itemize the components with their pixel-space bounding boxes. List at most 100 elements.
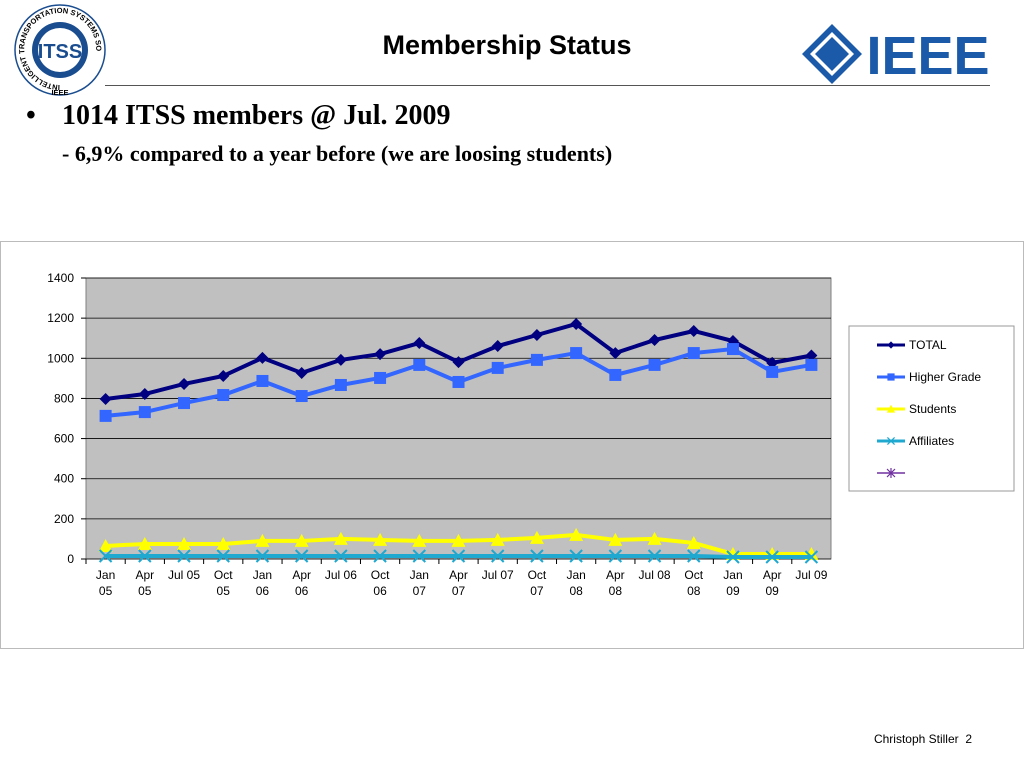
data-point (687, 324, 700, 337)
data-point (491, 361, 504, 374)
data-point (138, 388, 151, 401)
data-point (137, 536, 152, 550)
data-point (177, 549, 191, 563)
data-point (451, 549, 466, 563)
footer: Christoph Stiller 2 (874, 732, 972, 746)
legend-marker (886, 468, 896, 478)
data-point (255, 533, 270, 547)
plot-area (85, 277, 832, 560)
logo-text: ITSS (38, 41, 82, 63)
legend-marker (886, 404, 896, 413)
data-point (294, 533, 309, 547)
x-tick-label: Oct 06 (370, 568, 390, 598)
data-point (647, 549, 662, 563)
data-point (530, 549, 544, 563)
legend-label: Higher Grade (909, 370, 981, 384)
data-point (490, 532, 505, 546)
data-point (648, 358, 661, 371)
data-point (687, 549, 701, 563)
y-tick-label: 1400 (47, 271, 74, 285)
x-tick-label: Oct 07 (527, 568, 547, 598)
y-tick-label: 1000 (47, 351, 74, 365)
x-tick-label: Jan 09 (723, 568, 743, 598)
data-point (491, 340, 504, 353)
data-point (529, 530, 544, 544)
x-tick-label: Apr 08 (605, 568, 625, 598)
data-point (726, 335, 739, 348)
ieee-diamond-core (815, 37, 849, 71)
data-point (687, 347, 700, 360)
data-point (570, 317, 583, 330)
data-point (294, 549, 309, 563)
x-tick-label: Jan 05 (95, 568, 116, 598)
data-point (805, 349, 818, 362)
data-point (530, 329, 543, 342)
bullet: • (26, 100, 36, 131)
data-point (178, 377, 191, 390)
data-point (609, 368, 622, 381)
chart-frame: 0 200 400 600 800 1000 1200 1400 TOTAL Higher Gra… (0, 241, 1024, 649)
x-tick-label: Jul 09 (795, 568, 828, 582)
data-point (99, 409, 112, 422)
x-tick-label: Apr 07 (449, 568, 468, 598)
data-point (98, 549, 113, 563)
data-point (452, 375, 465, 388)
data-point (608, 532, 623, 546)
ieee-text: IEEE (866, 26, 989, 86)
data-point (569, 549, 583, 563)
data-point (334, 549, 348, 563)
data-point (686, 535, 701, 549)
data-point (216, 536, 231, 550)
logo-inner (38, 28, 82, 72)
data-point (373, 549, 387, 563)
data-point (295, 390, 308, 403)
legend-label: Affiliates (909, 434, 954, 448)
data-point (412, 533, 427, 547)
ieee-logo: IEEE (802, 24, 990, 86)
data-point (217, 389, 230, 402)
legend-marker (887, 373, 895, 381)
data-point (805, 358, 818, 371)
page-number: 2 (965, 732, 972, 746)
x-tick-label: Jul 06 (324, 568, 357, 582)
data-point (530, 353, 543, 366)
data-point (570, 347, 583, 360)
data-point (334, 378, 347, 391)
slide-title: Membership Status (382, 30, 632, 60)
data-point (765, 550, 779, 564)
itss-logo: ITSS INTELLIGENT TRANSPORTATION SYSTEMS … (10, 3, 106, 97)
data-point (804, 550, 819, 564)
logo-ring-bottom: IEEE (51, 88, 68, 97)
data-point (98, 538, 113, 552)
data-point (766, 365, 779, 378)
x-tick-label: Oct 08 (684, 568, 704, 598)
chart: 0 200 400 600 800 1000 1200 1400 TOTAL Higher Gra… (47, 271, 1015, 566)
x-tick-label: Apr 06 (292, 568, 311, 598)
data-point (452, 356, 465, 369)
y-tick-label: 800 (54, 391, 74, 405)
data-point (608, 549, 623, 563)
x-tick-label: Jul 08 (638, 568, 671, 582)
data-point (726, 343, 739, 356)
legend-label: TOTAL (909, 338, 947, 352)
data-point (609, 347, 622, 360)
x-tick-label: Jan 07 (409, 568, 429, 598)
data-point (766, 356, 779, 369)
data-point (333, 531, 348, 545)
legend-marker (886, 436, 896, 446)
bullet-text: 1014 ITSS members @ Jul. 2009 (62, 100, 451, 131)
data-point (178, 397, 191, 410)
x-tick-label: Jul 05 (168, 568, 201, 582)
data-point (569, 527, 584, 541)
y-tick-label: 1200 (47, 311, 74, 325)
data-point (99, 393, 112, 406)
x-tick-label: Jan 08 (566, 568, 586, 598)
legend-label: Students (909, 402, 956, 416)
data-point (177, 536, 192, 550)
legend (848, 325, 1015, 492)
data-point (256, 374, 269, 387)
y-tick-label: 200 (54, 512, 74, 526)
data-point (216, 549, 230, 563)
data-point (491, 549, 505, 563)
